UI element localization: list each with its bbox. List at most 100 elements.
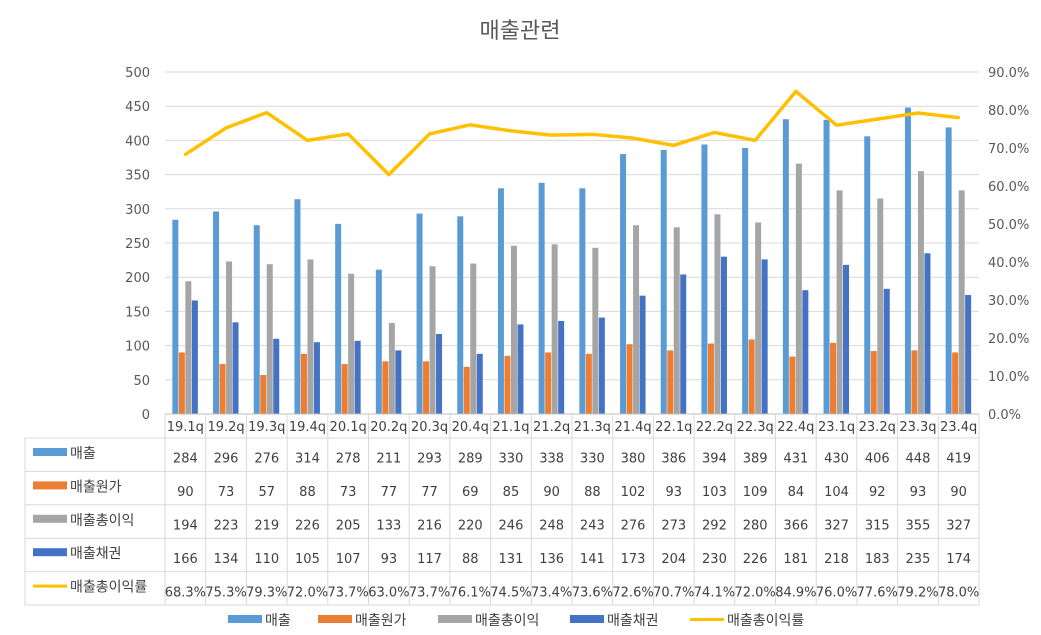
bar-매출채권: [598, 317, 605, 414]
data-label: 248: [539, 519, 564, 534]
legend-label: 매출원가: [355, 613, 407, 629]
data-label: 338: [539, 452, 564, 467]
y-left-tick-label: 100: [125, 340, 150, 355]
y-left-tick-label: 500: [125, 66, 150, 81]
bar-매출: [904, 107, 911, 415]
line-매출총이익률: [184, 89, 959, 177]
bar-매출원가: [382, 361, 389, 414]
category-label: 20.2q: [370, 420, 407, 435]
bar-매출총이익: [510, 245, 517, 414]
line-point: [590, 132, 594, 136]
data-label: 330: [580, 452, 605, 467]
bar-매출원가: [707, 343, 714, 414]
data-label: 314: [295, 452, 320, 467]
data-label: 110: [254, 552, 279, 567]
bar-매출채권: [313, 342, 320, 414]
line-point: [631, 136, 635, 140]
line-point: [957, 116, 961, 120]
data-label: 77: [421, 485, 438, 500]
data-label: 74.1%: [694, 585, 735, 600]
category-label: 22.4q: [777, 420, 814, 435]
data-label: 131: [499, 552, 524, 567]
y-left-tick-label: 150: [125, 305, 150, 320]
y-right-tick-label: 70.0%: [988, 142, 1029, 157]
y-right-tick-label: 10.0%: [988, 370, 1029, 385]
bar-매출: [497, 188, 504, 414]
y-right-tick-label: 20.0%: [988, 332, 1029, 347]
data-label: 226: [743, 552, 768, 567]
bar-매출채권: [843, 264, 850, 414]
bar-매출총이익: [917, 171, 924, 414]
data-label: 73: [218, 485, 235, 500]
bar-매출원가: [300, 353, 307, 414]
bar-매출채권: [354, 340, 361, 414]
data-label: 107: [336, 552, 361, 567]
data-label: 389: [743, 452, 768, 467]
y-right-tick-label: 80.0%: [988, 104, 1029, 119]
data-label: 204: [661, 552, 686, 567]
legend-key-매출원가: [318, 615, 352, 623]
category-label: 21.1q: [492, 420, 529, 435]
data-label: 73.4%: [531, 585, 572, 600]
table-key-매출총이익률: [33, 584, 67, 588]
data-label: 84.9%: [775, 585, 816, 600]
line-point: [428, 132, 432, 136]
data-label: 85: [503, 485, 520, 500]
data-label: 220: [458, 519, 483, 534]
line-point: [224, 126, 228, 130]
bar-매출원가: [504, 355, 511, 414]
bar-매출원가: [178, 352, 185, 414]
bar-매출원가: [830, 342, 837, 414]
data-label: 448: [906, 452, 931, 467]
line-point: [509, 129, 513, 133]
y-left-tick-label: 350: [125, 169, 150, 184]
bar-series: [172, 107, 972, 415]
bar-매출채권: [517, 324, 524, 414]
y-axis-right: 0.0% 10.0% 20.0% 30.0% 40.0% 50.0% 60.0% 70.0% 8…: [988, 66, 1029, 423]
data-label: 93: [381, 552, 398, 567]
legend-label: 매출총이익률: [727, 613, 804, 629]
data-label: 327: [946, 519, 971, 534]
y-right-tick-label: 90.0%: [988, 66, 1029, 81]
category-label: 19.4q: [289, 420, 326, 435]
category-label: 22.2q: [696, 420, 733, 435]
bar-매출총이익: [877, 198, 884, 414]
data-label: 394: [702, 452, 727, 467]
data-label: 276: [254, 452, 279, 467]
bar-매출: [620, 154, 627, 414]
line-point: [387, 173, 391, 177]
bar-매출총이익: [592, 247, 599, 414]
gridlines: [165, 71, 979, 381]
bar-매출총이익: [551, 244, 558, 414]
y-right-tick-label: 40.0%: [988, 256, 1029, 271]
bar-매출: [172, 219, 179, 414]
y-left-tick-label: 450: [125, 100, 150, 115]
data-label: 293: [417, 452, 442, 467]
data-label: 166: [173, 552, 198, 567]
bar-매출원가: [626, 344, 633, 414]
data-label: 88: [584, 485, 601, 500]
bar-매출총이익: [795, 163, 802, 414]
data-label: 211: [376, 452, 401, 467]
bar-매출원가: [545, 352, 552, 414]
bar-매출총이익: [673, 227, 680, 414]
y-right-tick-label: 30.0%: [988, 294, 1029, 309]
data-label: 296: [214, 452, 239, 467]
data-label: 69: [462, 485, 479, 500]
data-label: 79.2%: [897, 585, 938, 600]
bar-매출총이익: [185, 281, 192, 414]
data-label: 315: [865, 519, 890, 534]
bar-매출채권: [965, 294, 972, 414]
data-label: 78.0%: [938, 585, 979, 600]
data-label: 223: [214, 519, 239, 534]
bar-매출총이익: [470, 263, 477, 414]
category-label: 19.3q: [248, 420, 285, 435]
bar-매출채권: [232, 322, 239, 414]
category-label: 23.2q: [859, 420, 896, 435]
y-left-tick-label: 50: [133, 374, 150, 389]
table-row-label: 매출채권: [70, 546, 122, 562]
bar-매출총이익: [714, 214, 721, 414]
bar-매출채권: [680, 274, 687, 414]
y-right-tick-label: 60.0%: [988, 180, 1029, 195]
bar-매출: [579, 188, 586, 414]
